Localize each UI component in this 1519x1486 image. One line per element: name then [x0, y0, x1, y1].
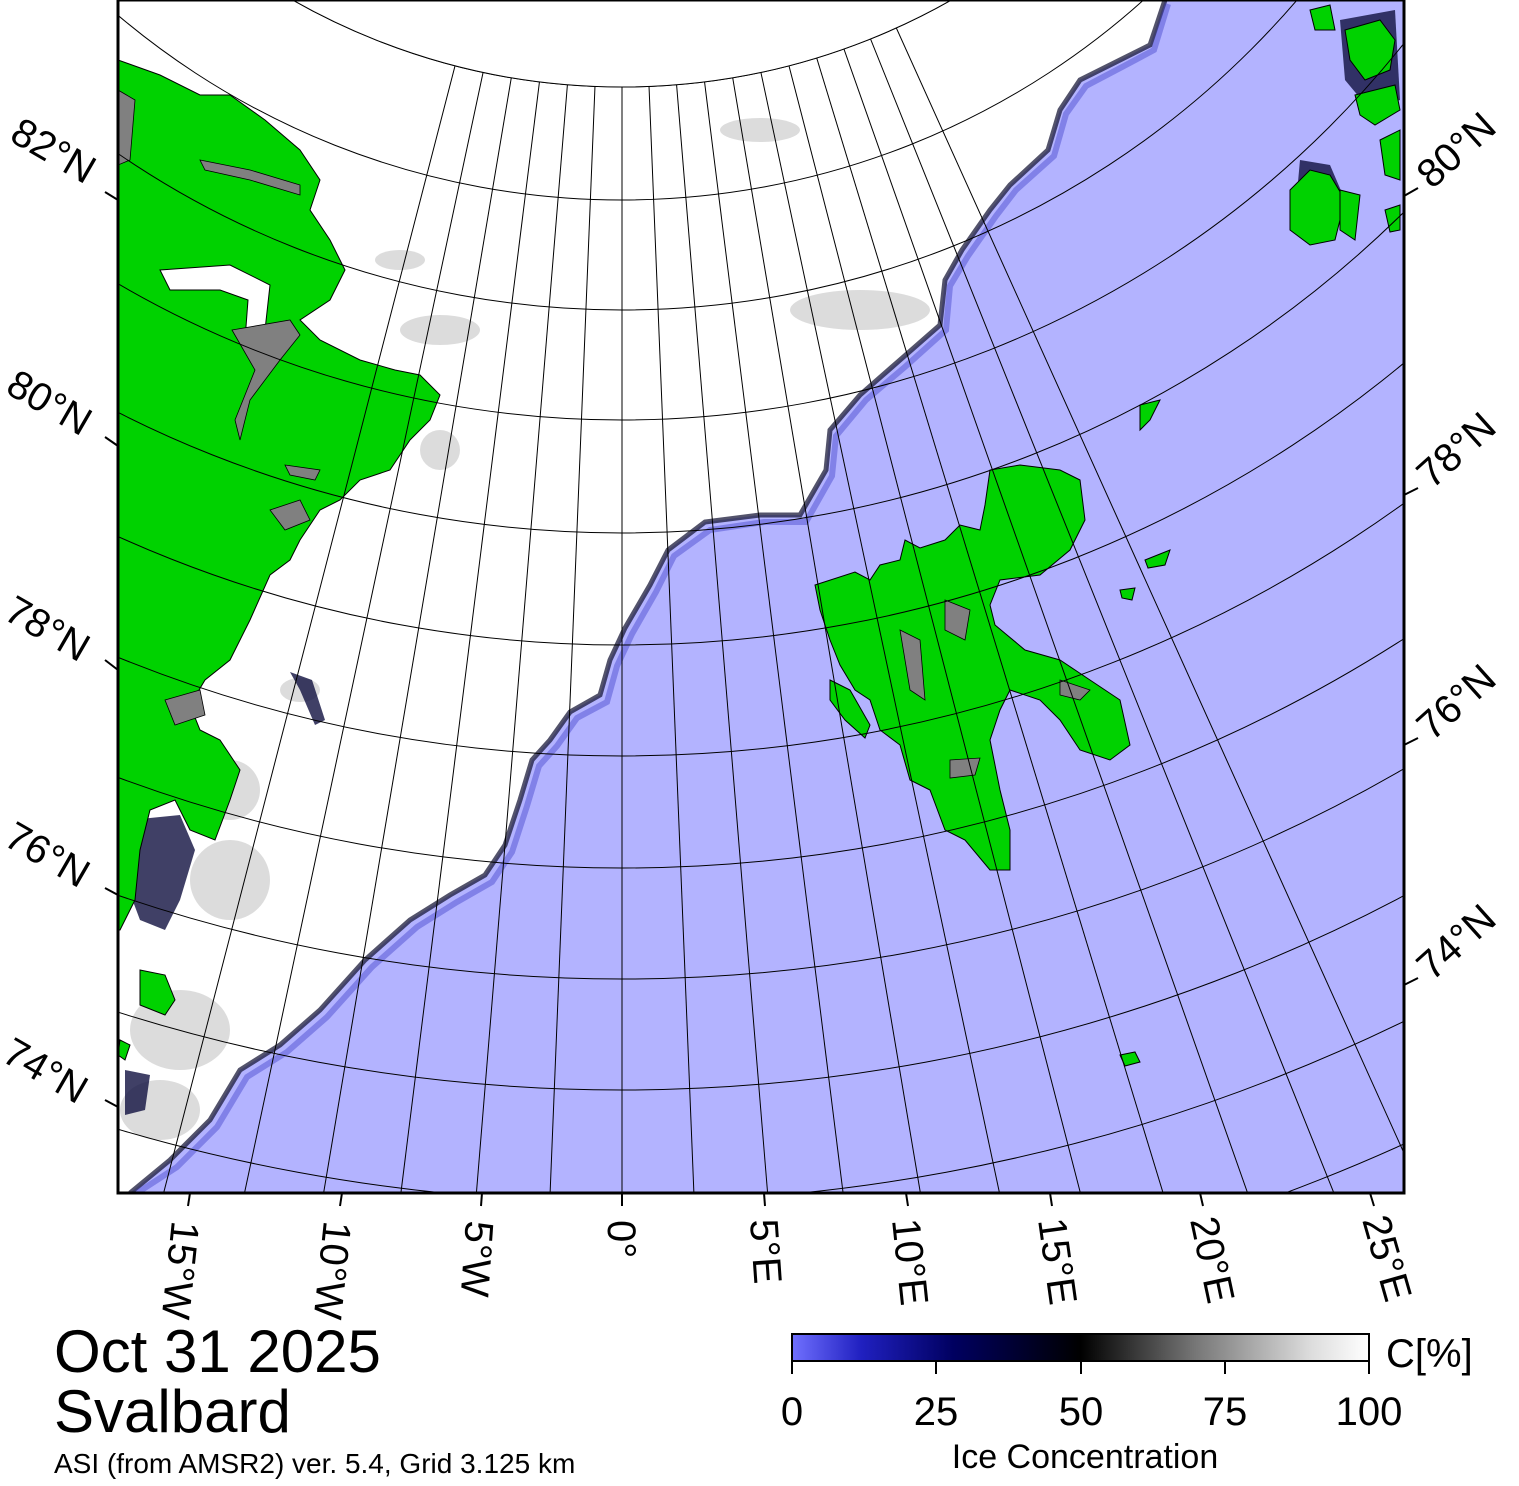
meridian-line: [693, 0, 844, 1193]
lon-label: 5°W: [452, 1219, 501, 1298]
lat-label-left: 82°N: [4, 110, 103, 193]
meridian-line: [798, 0, 1164, 1193]
meridian-line: [400, 0, 551, 1193]
lat-label-right: 80°N: [1409, 104, 1505, 197]
lat-label-left: 78°N: [0, 588, 97, 671]
lat-label-left: 74°N: [0, 1030, 95, 1113]
meridian-line: [719, 0, 921, 1193]
lon-label: 10°W: [305, 1219, 359, 1322]
map-frame: [116, 0, 1406, 1195]
colorbar-unit: C[%]: [1386, 1332, 1473, 1376]
lat-label-left: 76°N: [0, 814, 97, 897]
colorbar: [791, 1333, 1370, 1374]
lat-label-right: 76°N: [1409, 656, 1505, 749]
meridian-line: [163, 0, 473, 1193]
colorbar-tick-label: 25: [913, 1390, 959, 1434]
meridian-line: [669, 0, 769, 1193]
map-region: Svalbard: [54, 1378, 291, 1445]
lon-label: 10°E: [883, 1216, 936, 1307]
lon-label: 15°W: [153, 1219, 207, 1322]
meridian-line: [645, 0, 695, 1193]
lon-label: 15°E: [1029, 1215, 1085, 1307]
lat-label-right: 78°N: [1409, 404, 1505, 497]
colorbar-tick-label: 0: [780, 1390, 804, 1434]
data-source: ASI (from AMSR2) ver. 5.4, Grid 3.125 km: [54, 1448, 576, 1479]
lat-label-left: 80°N: [0, 362, 99, 445]
meridian-line: [854, 0, 1335, 1193]
meridian-line: [826, 0, 1249, 1193]
graticule: [118, 0, 1404, 1193]
colorbar-tick-label: 50: [1058, 1390, 1104, 1434]
meridian-line: [883, 0, 1404, 1155]
colorbar-tick-label: 100: [1335, 1390, 1403, 1434]
colorbar-gradient: [791, 1333, 1370, 1362]
meridian-line: [771, 0, 1081, 1193]
meridian-line: [744, 0, 1001, 1193]
lon-label: 0°: [599, 1220, 643, 1258]
meridian-line: [323, 0, 525, 1193]
lat-label-right: 74°N: [1409, 896, 1505, 989]
ice-edge: [128, 0, 1168, 1193]
meridian-line: [243, 0, 500, 1193]
meridian-line: [475, 0, 575, 1193]
lon-label: 25°E: [1353, 1210, 1419, 1306]
lon-label: 5°E: [741, 1218, 789, 1286]
map-date: Oct 31 2025: [54, 1318, 381, 1385]
meridian-line: [549, 0, 599, 1193]
lon-label: 20°E: [1181, 1213, 1242, 1307]
franz-josef-land: [1289, 4, 1401, 246]
colorbar-tick-label: 75: [1202, 1390, 1248, 1434]
colorbar-title: Ice Concentration: [951, 1438, 1219, 1476]
spitsbergen: [814, 464, 1131, 871]
